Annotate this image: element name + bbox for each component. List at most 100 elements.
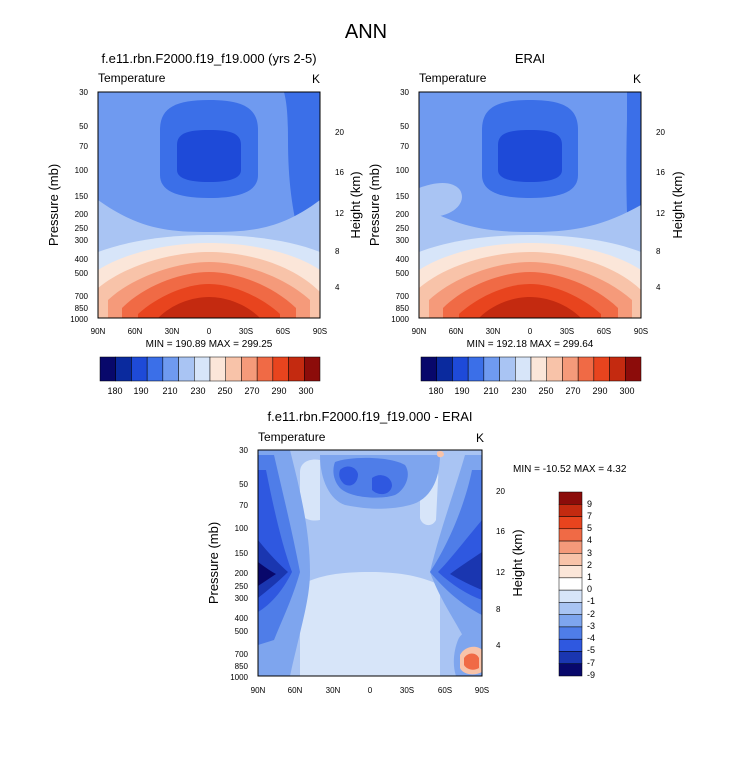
- panel-title: f.e11.rbn.F2000.f19_f19.000 - ERAI: [267, 409, 472, 424]
- x-tick-labels: 90N 60N 30N 0 30S 60S 90S: [91, 327, 327, 336]
- y-tick-label: 70: [79, 142, 88, 151]
- colorbar-swatch: [558, 602, 583, 615]
- contour-band: [419, 183, 462, 218]
- y-tick-label: 30: [79, 88, 88, 97]
- variable-label: Temperature: [419, 71, 487, 85]
- x-tick-label: 30S: [560, 327, 574, 336]
- y-axis-title: Pressure (mb): [367, 164, 382, 246]
- colorbar-label: 180: [107, 386, 122, 396]
- y-tick-label: 200: [75, 210, 89, 219]
- colorbar-swatch: [558, 626, 583, 640]
- y-tick-label: 1000: [70, 315, 88, 324]
- colorbar-label: 250: [538, 386, 553, 396]
- colorbar-label: 180: [428, 386, 443, 396]
- y-right-tick-label: 12: [335, 209, 344, 218]
- colorbar-swatch: [558, 589, 583, 603]
- y-tick-label: 30: [239, 446, 248, 455]
- panel-difference: f.e11.rbn.F2000.f19_f19.000 - ERAI Tempe…: [206, 409, 627, 695]
- colorbar-label: -4: [587, 633, 595, 643]
- x-tick-label: 60N: [128, 327, 143, 336]
- y-tick-label: 100: [235, 524, 249, 533]
- colorbar-swatch: [558, 638, 583, 652]
- x-tick-label: 30N: [326, 686, 341, 695]
- y-right-tick-labels: 20 16 12 8 4: [496, 487, 505, 650]
- x-tick-label: 60S: [276, 327, 290, 336]
- y-axis-title: Pressure (mb): [206, 522, 221, 604]
- x-tick-label: 0: [368, 686, 373, 695]
- colorbar-swatch: [241, 356, 258, 382]
- y-tick-label: 200: [235, 569, 249, 578]
- contour-field: [258, 450, 482, 676]
- y-tick-label: 50: [79, 122, 88, 131]
- y-tick-label: 250: [75, 224, 89, 233]
- colorbar-swatch: [256, 356, 274, 382]
- y-tick-label: 300: [75, 236, 89, 245]
- y-tick-label: 50: [400, 122, 409, 131]
- contour-field: [419, 92, 641, 318]
- colorbar-label: -1: [587, 596, 595, 606]
- y-tick-label: 500: [235, 627, 249, 636]
- y-tick-label: 850: [235, 662, 249, 671]
- y-tick-label: 500: [396, 269, 410, 278]
- y-tick-label: 200: [396, 210, 410, 219]
- colorbar-swatch: [483, 356, 500, 382]
- colorbar-swatch: [467, 356, 485, 382]
- y-tick-label: 150: [396, 192, 410, 201]
- colorbar-label: 9: [587, 499, 592, 509]
- colorbar-label: 7: [587, 511, 592, 521]
- colorbar-swatch: [558, 663, 583, 677]
- variable-label: Temperature: [98, 71, 166, 85]
- colorbar-label: 290: [271, 386, 286, 396]
- x-tick-label: 60N: [288, 686, 303, 695]
- colorbar-swatch: [115, 356, 132, 382]
- panel-title: f.e11.rbn.F2000.f19_f19.000 (yrs 2-5): [101, 51, 316, 66]
- y-tick-label: 500: [75, 269, 89, 278]
- colorbar-label: 190: [454, 386, 469, 396]
- colorbar-label: 210: [162, 386, 177, 396]
- y-tick-label: 1000: [391, 315, 409, 324]
- colorbar-swatch: [209, 356, 226, 382]
- y-tick-label: 700: [235, 650, 249, 659]
- panel-title: ERAI: [515, 51, 545, 66]
- contour-band: [177, 130, 241, 182]
- colorbar-swatch: [288, 356, 305, 382]
- x-tick-label: 90N: [91, 327, 106, 336]
- y-tick-label: 150: [75, 192, 89, 201]
- min-max-label: MIN = 190.89 MAX = 299.25: [146, 339, 273, 350]
- y-tick-label: 400: [75, 255, 89, 264]
- colorbar-label: 0: [587, 584, 592, 594]
- y-right-tick-label: 4: [496, 641, 501, 650]
- colorbar-swatch: [131, 356, 148, 382]
- y-tick-labels: 30 50 70 100 150 200 250 300 400 500 700…: [391, 88, 409, 324]
- colorbar-swatch: [272, 356, 289, 382]
- y-tick-label: 400: [396, 255, 410, 264]
- colorbar-label: 230: [511, 386, 526, 396]
- x-tick-label: 30S: [239, 327, 253, 336]
- x-tick-labels: 90N 60N 30N 0 30S 60S 90S: [412, 327, 648, 336]
- x-tick-label: 60S: [597, 327, 611, 336]
- contour-band: [372, 475, 392, 495]
- y-tick-label: 300: [396, 236, 410, 245]
- y-right-tick-label: 20: [496, 487, 505, 496]
- y-right-tick-label: 8: [335, 247, 340, 256]
- y-tick-label: 400: [235, 614, 249, 623]
- colorbar-label: -3: [587, 621, 595, 631]
- contour-band: [158, 297, 260, 318]
- colorbar-swatch: [558, 504, 583, 517]
- colorbar-labels: 180 190 210 230 250 270 290 300: [428, 386, 634, 396]
- colorbar-swatch: [558, 540, 583, 554]
- x-tick-label: 60N: [449, 327, 464, 336]
- y-tick-label: 1000: [230, 673, 248, 682]
- colorbar-label: -5: [587, 645, 595, 655]
- panel-erai: ERAI Temperature K Pressure (mb) Heig: [367, 51, 685, 396]
- min-max-label: MIN = 192.18 MAX = 299.64: [467, 339, 594, 350]
- colorbar-label: 250: [217, 386, 232, 396]
- y-tick-label: 30: [400, 88, 409, 97]
- y-tick-label: 50: [239, 480, 248, 489]
- y-right-tick-label: 20: [656, 128, 665, 137]
- min-max-label: MIN = -10.52 MAX = 4.32: [513, 464, 627, 475]
- colorbar-swatch: [558, 565, 583, 579]
- colorbar-swatch: [304, 356, 321, 382]
- y-tick-label: 150: [235, 549, 249, 558]
- y-tick-label: 850: [396, 304, 410, 313]
